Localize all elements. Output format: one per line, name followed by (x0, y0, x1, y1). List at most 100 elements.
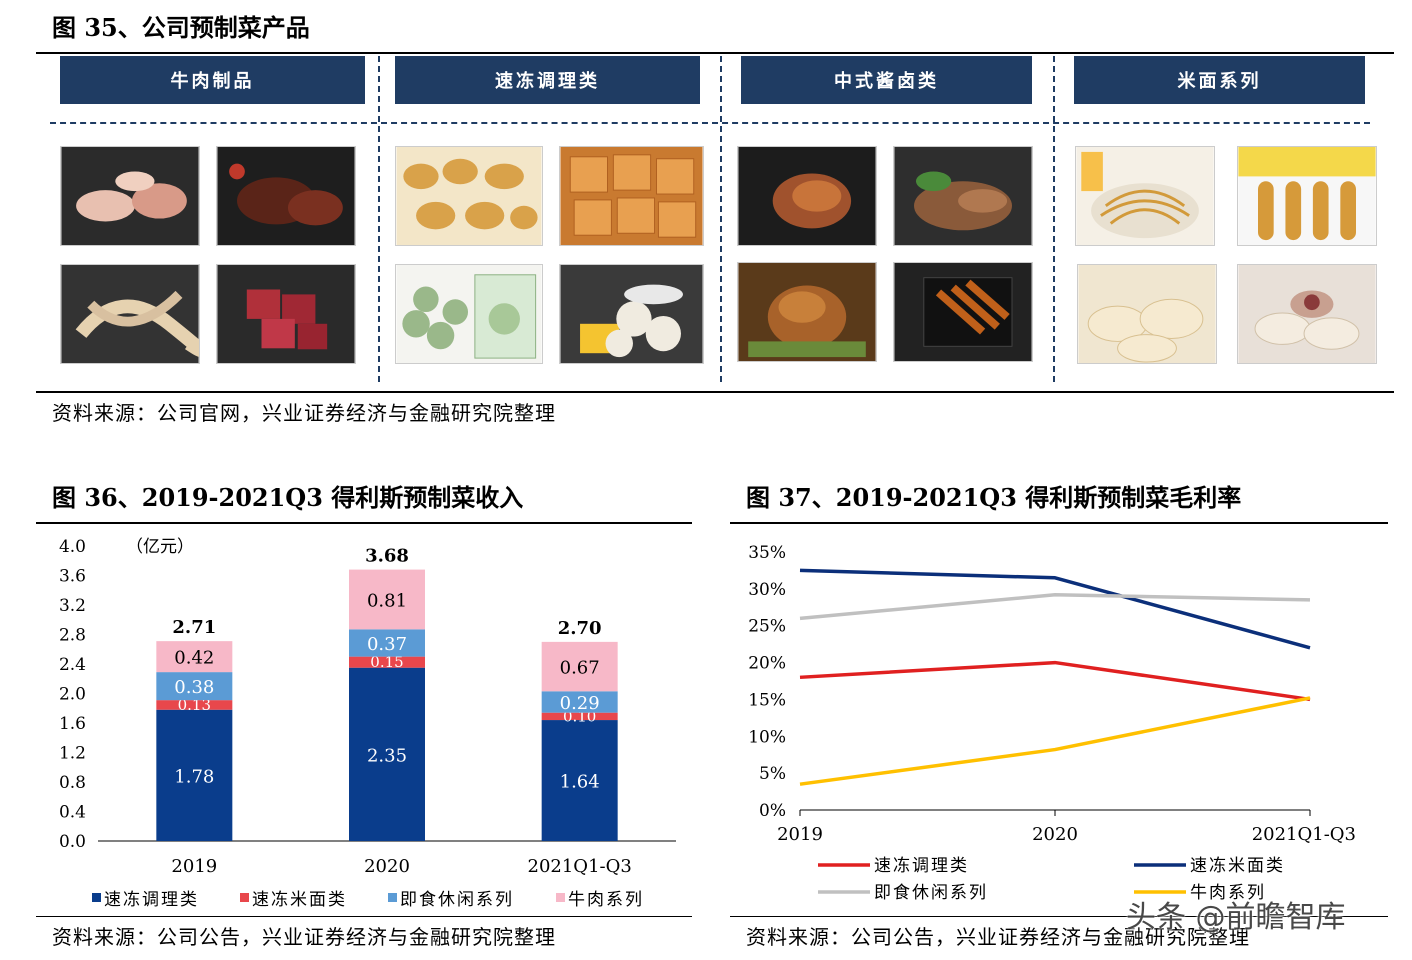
y-tick-label: 20% (748, 654, 786, 674)
total-label: 3.68 (365, 546, 409, 567)
fig35-source: 资料来源：公司官网，兴业证券经济与金融研究院整理 (52, 401, 556, 425)
fig37-title: 图 37、2019-2021Q3 得利斯预制菜毛利率 (746, 483, 1242, 512)
fig35-category-header-beef: 牛肉制品 (60, 56, 365, 104)
y-tick-label: 30% (748, 580, 786, 600)
food-photo-icon (1075, 146, 1215, 246)
food-photo-icon (893, 146, 1033, 246)
fig36-source: 资料来源：公司公告，兴业证券经济与金融研究院整理 (52, 925, 556, 949)
y-tick-label: 2.8 (59, 626, 86, 646)
fig37-source: 资料来源：公司公告，兴业证券经济与金融研究院整理 (746, 925, 1250, 949)
bar-segment (541, 641, 618, 692)
fig35-column-divider (720, 56, 722, 382)
data-label: 2.35 (367, 745, 407, 766)
bar-segment (156, 641, 233, 673)
revenue-bar-chart: 0.0 0.4 0.8 1.2 1.6 2.0 2.4 2.8 3.2 3.6 4.0 （亿元） 1.7… (59, 537, 676, 910)
watermark: 头条 @前瞻智库 (1126, 900, 1346, 935)
y-tick-label: 3.2 (59, 596, 86, 616)
y-tick-label: 15% (748, 690, 786, 710)
legend-swatch (240, 893, 249, 902)
legend-label: 速冻米面类 (1190, 856, 1285, 876)
y-tick-label: 2.0 (59, 685, 86, 705)
legend-label: 即食休闲系列 (400, 890, 514, 910)
legend-swatch (556, 893, 565, 902)
legend-label: 牛肉系列 (1190, 883, 1266, 903)
fig35-bottom-rule (36, 391, 1394, 393)
food-photo-icon (737, 262, 877, 362)
food-photo-icon (559, 146, 704, 246)
legend-label: 速冻米面类 (252, 890, 347, 910)
legend-label: 速冻调理类 (874, 856, 969, 876)
bar-segment (541, 691, 618, 713)
food-photo-icon (216, 146, 356, 246)
food-photo-icon (1077, 264, 1217, 364)
y-tick-label: 35% (748, 543, 786, 563)
y-tick-label: 1.2 (59, 744, 86, 764)
fig36-top-rule (36, 522, 692, 524)
legend-label: 即食休闲系列 (874, 883, 988, 903)
series-line (799, 593, 1311, 621)
food-photo-icon (216, 264, 356, 364)
data-label: 0.42 (174, 648, 214, 669)
legend-swatch (388, 893, 397, 902)
data-label: 0.13 (178, 696, 211, 714)
food-photo-icon (737, 146, 877, 246)
y-tick-label: 1.6 (59, 714, 86, 734)
fig35-category-header-braised: 中式酱卤类 (741, 56, 1032, 104)
fig35-top-rule (36, 52, 1394, 54)
series-line (799, 696, 1311, 786)
y-tick-label: 2.4 (59, 655, 86, 675)
bar-segment (349, 656, 425, 668)
bar-segment (349, 629, 425, 657)
fig35-horizontal-divider (50, 122, 1370, 124)
fig35-title: 图 35、公司预制菜产品 (52, 13, 310, 42)
data-label: 0.37 (367, 634, 407, 655)
y-tick-label: 0.0 (59, 832, 86, 852)
unit-label: （亿元） (126, 537, 194, 557)
bar-segment (156, 700, 233, 710)
y-tick-label: 4.0 (59, 537, 86, 557)
data-label: 0.15 (370, 653, 403, 671)
data-label: 0.81 (367, 590, 407, 611)
food-photo-icon (893, 262, 1033, 362)
food-photo-icon (559, 264, 704, 364)
fig35-category-header-noodle: 米面系列 (1074, 56, 1365, 104)
x-tick-label: 2021Q1-Q3 (528, 856, 632, 877)
x-tick-label: 2020 (364, 856, 410, 877)
data-label: 0.38 (174, 677, 214, 698)
legend-swatch (92, 893, 101, 902)
y-tick-label: 5% (759, 764, 786, 784)
y-tick-label: 0.8 (59, 773, 86, 793)
total-label: 2.71 (172, 617, 216, 638)
fig35-column-divider (378, 56, 380, 382)
food-photo-icon (1237, 264, 1377, 364)
fig35-category-header-frozen: 速冻调理类 (395, 56, 700, 104)
fig36-bottom-rule (36, 916, 692, 917)
food-photo-icon (395, 264, 543, 364)
food-photo-icon (60, 146, 200, 246)
x-tick-label: 2021Q1-Q3 (1252, 824, 1356, 845)
series-line (799, 660, 1311, 702)
y-tick-label: 10% (748, 727, 786, 747)
fig36-title: 图 36、2019-2021Q3 得利斯预制菜收入 (52, 483, 524, 512)
data-label: 0.29 (560, 693, 600, 714)
y-tick-label: 25% (748, 617, 786, 637)
x-tick-label: 2019 (171, 856, 217, 877)
x-tick-label: 2019 (777, 824, 823, 845)
fig37-bottom-rule (730, 916, 1388, 917)
data-label: 1.78 (174, 766, 214, 787)
bar-segment (156, 709, 233, 841)
y-tick-label: 3.6 (59, 567, 86, 587)
bar-segment (349, 667, 425, 841)
y-tick-label: 0% (759, 801, 786, 821)
bar-segment (349, 569, 425, 630)
fig35-column-divider (1053, 56, 1055, 382)
legend-label: 牛肉系列 (568, 890, 644, 910)
total-label: 2.70 (558, 618, 602, 639)
data-label: 1.64 (560, 772, 600, 793)
x-tick-label: 2020 (1032, 824, 1078, 845)
food-photo-icon (395, 146, 543, 246)
series-line (799, 568, 1311, 650)
gross-margin-line-chart: 0% 5% 10% 15% 20% 25% 30% 35% 2019 2020 2021Q1-Q3 速… (748, 543, 1356, 903)
fig37-top-rule (730, 522, 1388, 524)
bar-segment (541, 720, 618, 841)
